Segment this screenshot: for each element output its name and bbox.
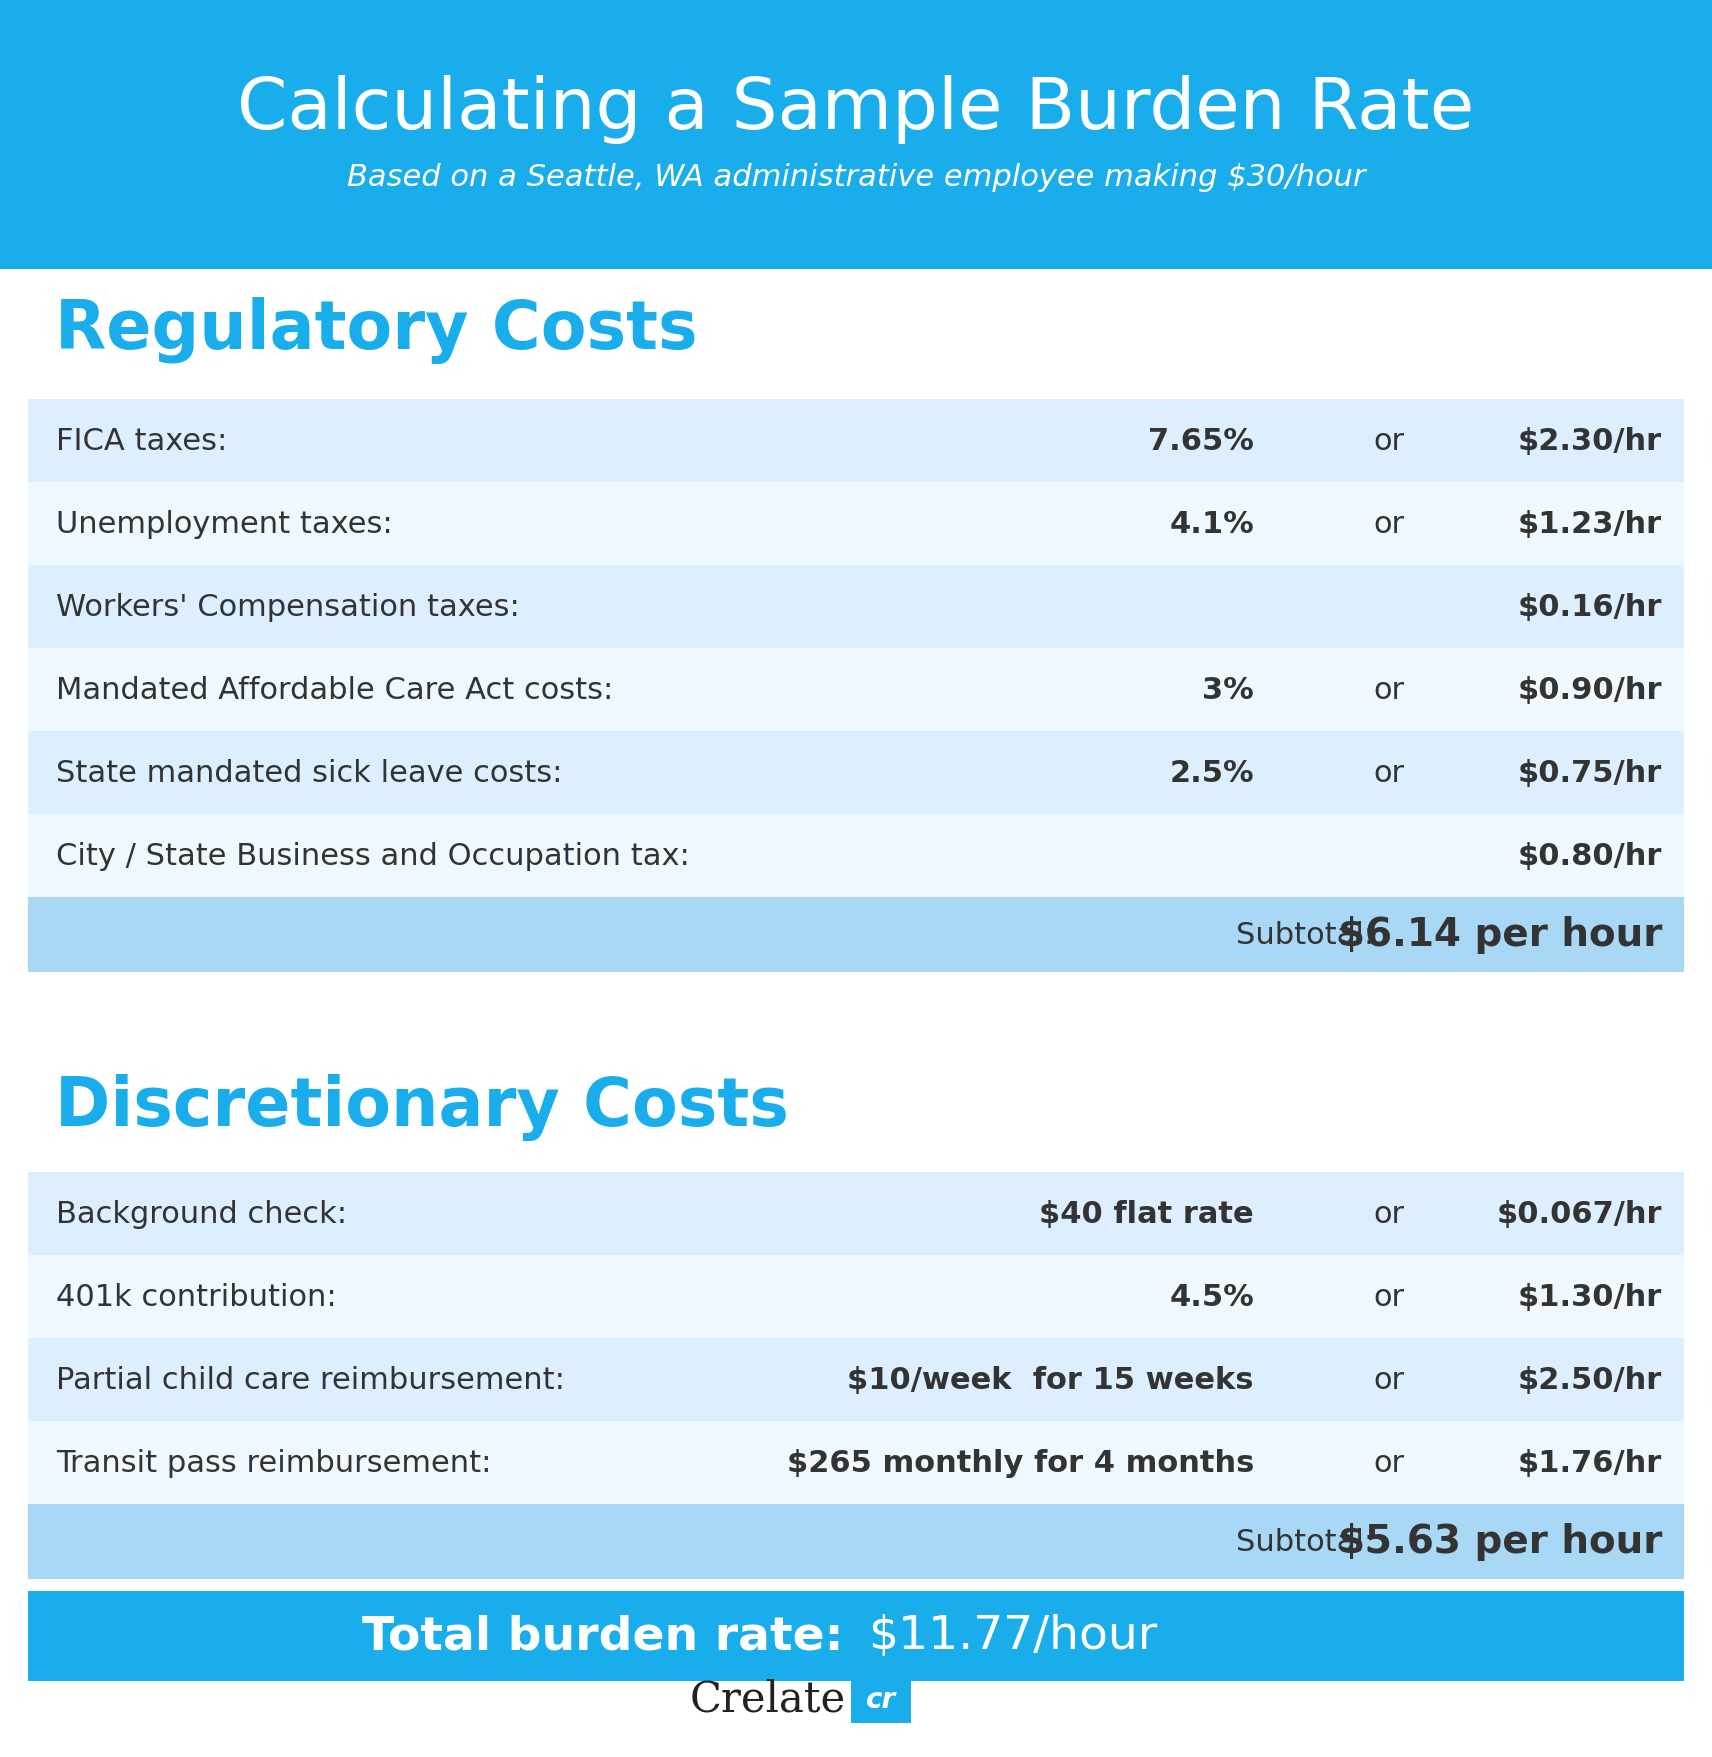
- Text: $265 monthly for 4 months: $265 monthly for 4 months: [786, 1448, 1253, 1478]
- FancyBboxPatch shape: [27, 815, 1685, 898]
- Text: Calculating a Sample Burden Rate: Calculating a Sample Burden Rate: [238, 76, 1474, 144]
- Text: Crelate: Crelate: [690, 1678, 846, 1720]
- Text: FICA taxes:: FICA taxes:: [56, 427, 228, 455]
- Text: Total burden rate:: Total burden rate:: [363, 1613, 844, 1659]
- Text: Regulatory Costs: Regulatory Costs: [55, 297, 697, 364]
- FancyBboxPatch shape: [27, 1172, 1685, 1254]
- Text: Unemployment taxes:: Unemployment taxes:: [56, 510, 392, 539]
- Text: Mandated Affordable Care Act costs:: Mandated Affordable Care Act costs:: [56, 676, 613, 705]
- Text: 3%: 3%: [1202, 676, 1253, 705]
- Text: Subtotal:: Subtotal:: [1236, 921, 1375, 949]
- FancyBboxPatch shape: [0, 0, 1712, 271]
- FancyBboxPatch shape: [27, 1592, 1685, 1681]
- Text: Partial child care reimbursement:: Partial child care reimbursement:: [56, 1365, 565, 1395]
- Text: Background check:: Background check:: [56, 1200, 348, 1228]
- Text: $2.30/hr: $2.30/hr: [1519, 427, 1662, 455]
- Text: or: or: [1373, 676, 1404, 705]
- FancyBboxPatch shape: [27, 1339, 1685, 1421]
- FancyBboxPatch shape: [27, 1421, 1685, 1504]
- FancyBboxPatch shape: [27, 898, 1685, 972]
- FancyBboxPatch shape: [27, 731, 1685, 815]
- Text: or: or: [1373, 1365, 1404, 1395]
- Text: State mandated sick leave costs:: State mandated sick leave costs:: [56, 759, 562, 787]
- Text: Based on a Seattle, WA administrative employee making $30/hour: Based on a Seattle, WA administrative em…: [348, 163, 1364, 192]
- Text: Workers' Compensation taxes:: Workers' Compensation taxes:: [56, 592, 520, 622]
- Text: $1.23/hr: $1.23/hr: [1519, 510, 1662, 539]
- Text: or: or: [1373, 427, 1404, 455]
- Text: cr: cr: [866, 1685, 895, 1713]
- FancyBboxPatch shape: [27, 401, 1685, 483]
- Text: or: or: [1373, 1200, 1404, 1228]
- Text: $1.76/hr: $1.76/hr: [1519, 1448, 1662, 1478]
- Text: or: or: [1373, 510, 1404, 539]
- FancyBboxPatch shape: [851, 1674, 911, 1724]
- FancyBboxPatch shape: [27, 483, 1685, 566]
- Text: $40 flat rate: $40 flat rate: [1039, 1200, 1253, 1228]
- Text: $5.63 per hour: $5.63 per hour: [1337, 1523, 1662, 1560]
- Text: $10/week  for 15 weeks: $10/week for 15 weeks: [847, 1365, 1253, 1395]
- Text: 401k contribution:: 401k contribution:: [56, 1283, 337, 1311]
- Text: City / State Business and Occupation tax:: City / State Business and Occupation tax…: [56, 842, 690, 870]
- Text: Transit pass reimbursement:: Transit pass reimbursement:: [56, 1448, 491, 1478]
- Text: $2.50/hr: $2.50/hr: [1519, 1365, 1662, 1395]
- Text: $11.77/hour: $11.77/hour: [868, 1613, 1157, 1659]
- Text: 4.1%: 4.1%: [1169, 510, 1253, 539]
- Text: 7.65%: 7.65%: [1149, 427, 1253, 455]
- FancyBboxPatch shape: [27, 566, 1685, 648]
- Text: Discretionary Costs: Discretionary Costs: [55, 1074, 789, 1140]
- Text: $0.90/hr: $0.90/hr: [1517, 676, 1662, 705]
- Text: $1.30/hr: $1.30/hr: [1519, 1283, 1662, 1311]
- Text: 2.5%: 2.5%: [1169, 759, 1253, 787]
- Text: or: or: [1373, 1448, 1404, 1478]
- Text: 4.5%: 4.5%: [1169, 1283, 1253, 1311]
- Text: or: or: [1373, 1283, 1404, 1311]
- Text: or: or: [1373, 759, 1404, 787]
- Text: $0.75/hr: $0.75/hr: [1519, 759, 1662, 787]
- FancyBboxPatch shape: [27, 648, 1685, 731]
- Text: Subtotal:: Subtotal:: [1236, 1527, 1375, 1557]
- Text: $0.067/hr: $0.067/hr: [1496, 1200, 1662, 1228]
- Text: $6.14 per hour: $6.14 per hour: [1337, 915, 1662, 954]
- FancyBboxPatch shape: [27, 1254, 1685, 1339]
- Text: $0.80/hr: $0.80/hr: [1517, 842, 1662, 870]
- FancyBboxPatch shape: [27, 1504, 1685, 1580]
- Text: $0.16/hr: $0.16/hr: [1517, 592, 1662, 622]
